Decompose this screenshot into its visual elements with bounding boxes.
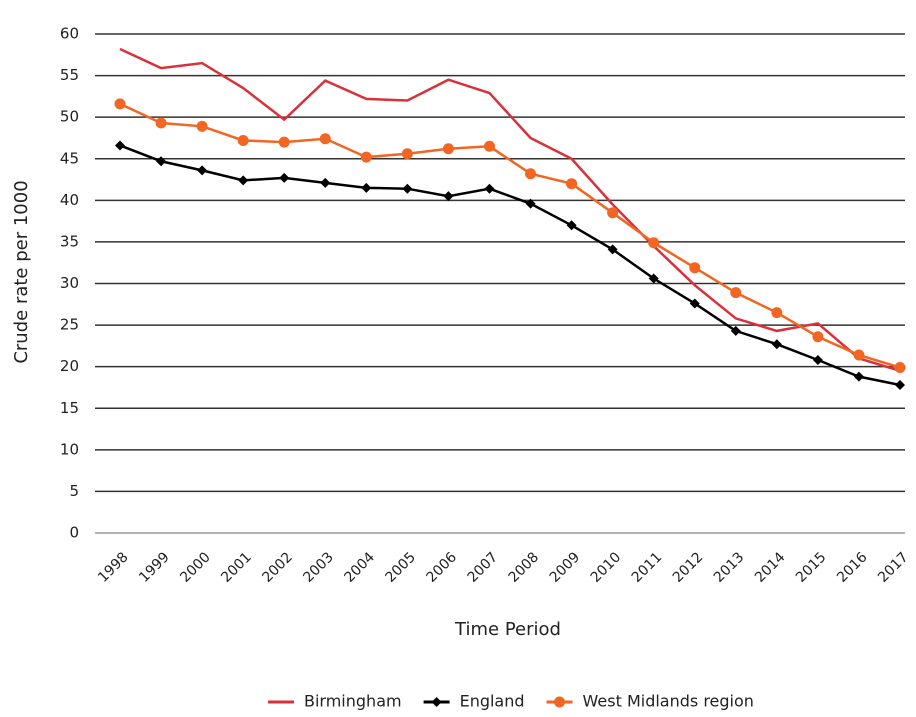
point xyxy=(320,177,331,188)
point xyxy=(853,349,865,361)
point xyxy=(525,198,536,209)
y-tick-label: 20 xyxy=(60,357,79,375)
y-tick-label: 0 xyxy=(69,524,79,542)
point xyxy=(689,262,701,274)
point xyxy=(278,136,290,148)
point xyxy=(360,151,372,163)
point xyxy=(895,379,905,390)
point xyxy=(648,273,659,284)
x-tick-label: 2000 xyxy=(177,549,214,586)
point xyxy=(812,331,824,343)
y-tick-label: 55 xyxy=(60,66,79,84)
point xyxy=(730,325,741,336)
x-tick-label: 2007 xyxy=(465,549,502,586)
point xyxy=(442,143,454,155)
point xyxy=(566,178,578,190)
point xyxy=(155,117,167,129)
y-tick-label: 40 xyxy=(60,191,79,209)
y-tick-label: 5 xyxy=(69,482,79,500)
x-tick-label: 1998 xyxy=(95,549,132,586)
x-tick-label: 2003 xyxy=(300,549,337,586)
point xyxy=(894,361,906,373)
point xyxy=(237,134,249,146)
x-tick-label: 2009 xyxy=(547,549,584,586)
point xyxy=(484,183,495,194)
point xyxy=(238,175,249,186)
y-tick-label: 30 xyxy=(60,274,79,292)
legend-label: Birmingham xyxy=(304,692,402,711)
x-tick-label: 1999 xyxy=(136,549,173,586)
point xyxy=(525,168,537,180)
x-tick-label: 2002 xyxy=(259,549,296,586)
y-tick-label: 45 xyxy=(60,149,79,167)
line xyxy=(119,102,901,369)
point xyxy=(115,140,125,151)
point xyxy=(607,207,619,219)
point xyxy=(431,697,442,707)
x-axis-label: Time Period xyxy=(454,619,561,640)
point xyxy=(279,172,290,183)
point xyxy=(853,371,864,382)
point xyxy=(319,133,331,145)
point xyxy=(554,696,566,708)
point xyxy=(402,183,413,194)
line xyxy=(119,47,901,373)
point xyxy=(156,156,167,167)
y-tick-label: 25 xyxy=(60,316,79,334)
legend-label: England xyxy=(460,692,525,711)
point xyxy=(483,140,495,152)
x-tick-label: 2017 xyxy=(875,549,912,586)
x-tick-label: 2011 xyxy=(629,549,666,586)
point xyxy=(607,244,618,255)
point xyxy=(771,307,783,319)
x-tick-label: 2014 xyxy=(752,549,789,586)
x-tick-label: 2005 xyxy=(383,549,420,586)
point xyxy=(812,355,823,366)
point xyxy=(401,148,413,160)
line xyxy=(119,144,901,387)
point xyxy=(196,120,208,132)
x-tick-label: 2008 xyxy=(506,549,543,586)
x-tick-label: 2006 xyxy=(424,549,461,586)
point xyxy=(771,339,782,350)
x-tick-label: 2012 xyxy=(670,549,707,586)
x-tick-label: 2001 xyxy=(218,549,255,586)
y-axis-label: Crude rate per 1000 xyxy=(11,180,32,363)
point xyxy=(648,237,660,249)
y-tick-label: 60 xyxy=(60,25,79,43)
x-tick-label: 2015 xyxy=(793,549,830,586)
point xyxy=(114,98,126,110)
x-tick-label: 2004 xyxy=(341,549,378,586)
point xyxy=(361,182,372,193)
y-tick-label: 35 xyxy=(60,232,79,250)
point xyxy=(566,220,577,231)
x-tick-label: 2010 xyxy=(588,549,625,586)
point xyxy=(689,298,700,309)
point xyxy=(443,191,454,202)
y-tick-label: 50 xyxy=(60,108,79,126)
legend-label: West Midlands region xyxy=(583,692,754,711)
y-tick-label: 10 xyxy=(60,440,79,458)
point xyxy=(197,165,208,176)
y-tick-label: 15 xyxy=(60,399,79,417)
x-tick-label: 2013 xyxy=(711,549,748,586)
x-tick-label: 2016 xyxy=(834,549,871,586)
point xyxy=(730,287,742,299)
